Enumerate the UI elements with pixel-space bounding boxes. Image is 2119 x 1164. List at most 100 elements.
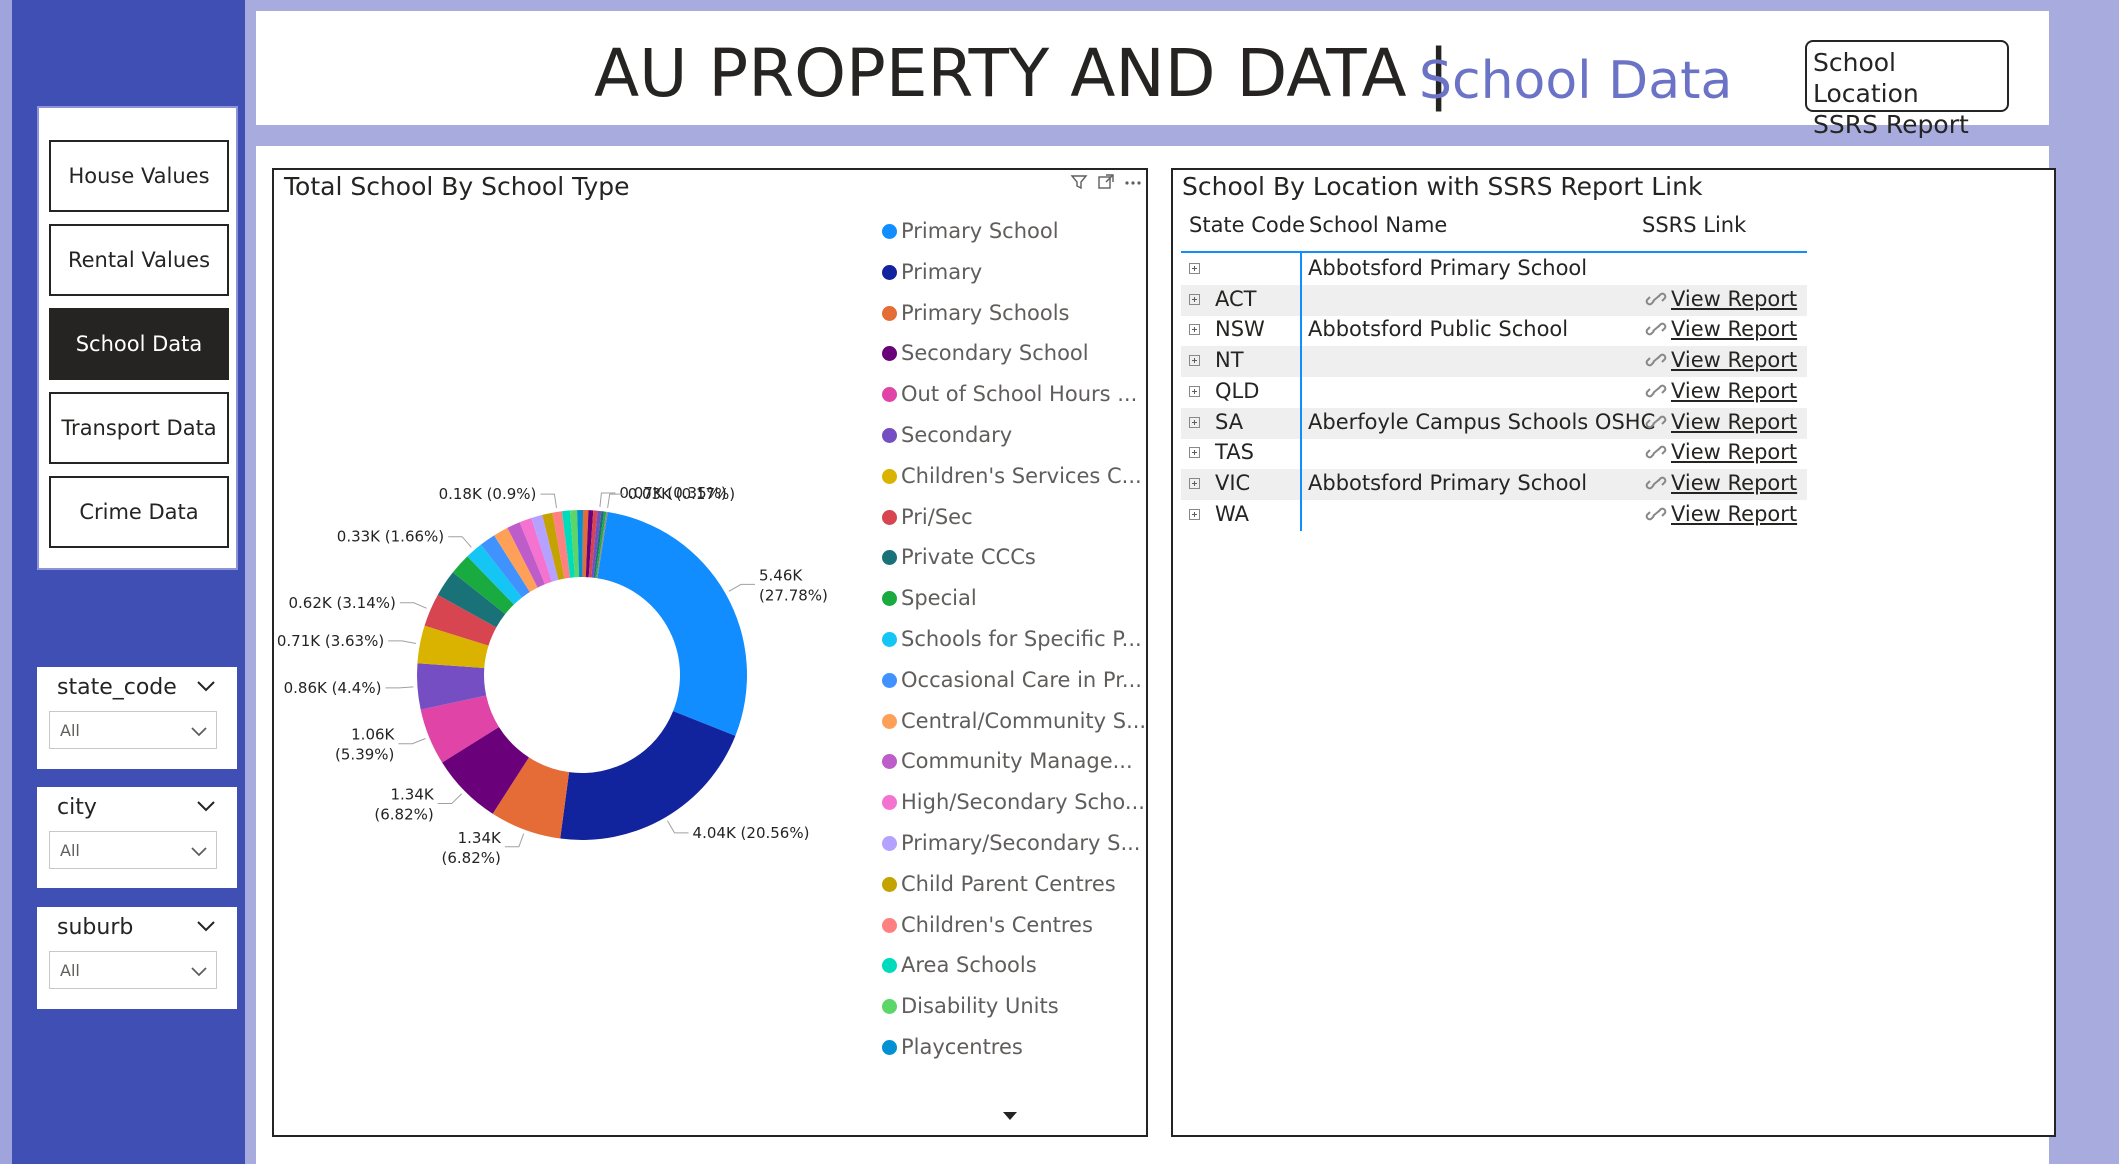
donut-slice[interactable] bbox=[531, 514, 559, 582]
expand-icon[interactable] bbox=[1189, 477, 1200, 489]
donut-slice[interactable] bbox=[417, 663, 487, 710]
suburb-dropdown[interactable]: All bbox=[49, 951, 217, 989]
donut-slice[interactable] bbox=[420, 695, 499, 763]
donut-slice[interactable] bbox=[467, 544, 522, 605]
state-code-cell: NT bbox=[1215, 348, 1244, 373]
donut-slice[interactable] bbox=[442, 726, 529, 814]
leader-line bbox=[398, 738, 426, 745]
legend-item[interactable]: Out of School Hours ... bbox=[882, 382, 1137, 406]
city-dropdown[interactable]: All bbox=[49, 831, 217, 869]
donut-slice[interactable] bbox=[585, 510, 594, 578]
slice-value-label: 0.71K (3.63%) bbox=[277, 632, 384, 650]
legend-item[interactable]: Special bbox=[882, 586, 977, 610]
focus-mode-icon[interactable] bbox=[1097, 173, 1115, 191]
view-report-link[interactable]: View Report bbox=[1645, 410, 1797, 434]
donut-slice[interactable] bbox=[588, 510, 598, 578]
donut-slice[interactable] bbox=[424, 594, 497, 646]
legend-swatch bbox=[882, 999, 897, 1015]
legend-item[interactable]: High/Secondary Scho... bbox=[882, 790, 1145, 814]
donut-slice[interactable] bbox=[452, 556, 514, 615]
donut-slice[interactable] bbox=[595, 511, 607, 579]
expand-icon[interactable] bbox=[1189, 263, 1200, 274]
donut-slice[interactable] bbox=[437, 572, 506, 628]
school-type-donut-visual[interactable]: Total School By School Type 5.46K (27.78%… bbox=[272, 168, 1148, 1137]
column-header-state-code[interactable]: State Code bbox=[1189, 213, 1306, 237]
caret-down-icon[interactable] bbox=[1001, 1110, 1019, 1122]
ssrs-report-button[interactable]: School Location SSRS Report bbox=[1805, 40, 2009, 139]
visual-title: School By Location with SSRS Report Link bbox=[1182, 172, 1703, 201]
expand-icon[interactable] bbox=[1189, 324, 1200, 336]
view-report-link[interactable]: View Report bbox=[1645, 502, 1797, 526]
expand-icon[interactable] bbox=[1189, 416, 1200, 428]
legend-item[interactable]: Primary School bbox=[882, 219, 1059, 243]
legend-item[interactable]: Children's Services C... bbox=[882, 464, 1142, 488]
legend-item[interactable]: Children's Centres bbox=[882, 913, 1093, 937]
legend-item[interactable]: Primary bbox=[882, 260, 982, 284]
legend-item[interactable]: Primary Schools bbox=[882, 301, 1069, 325]
legend-item[interactable]: Community Manage... bbox=[882, 749, 1133, 773]
table-row: VIC Abbotsford Primary School View Report bbox=[1181, 468, 1807, 500]
donut-slice[interactable] bbox=[560, 711, 736, 840]
donut-slice[interactable] bbox=[593, 511, 605, 578]
view-report-link[interactable]: View Report bbox=[1645, 287, 1797, 311]
filter-icon[interactable] bbox=[1070, 173, 1088, 191]
legend-item[interactable]: Playcentres bbox=[882, 1035, 1023, 1059]
legend-item[interactable]: Area Schools bbox=[882, 953, 1037, 977]
donut-slice[interactable] bbox=[507, 522, 545, 588]
nav-house-values-button[interactable]: House Values bbox=[49, 140, 229, 212]
legend-item[interactable]: Disability Units bbox=[882, 994, 1059, 1018]
expand-icon[interactable] bbox=[1189, 508, 1200, 520]
donut-slice[interactable] bbox=[570, 510, 580, 578]
legend-item[interactable]: Child Parent Centres bbox=[882, 872, 1116, 896]
nav-school-data-button[interactable]: School Data bbox=[49, 308, 229, 380]
donut-slice[interactable] bbox=[542, 512, 565, 580]
legend-swatch bbox=[882, 591, 897, 607]
donut-slice[interactable] bbox=[494, 527, 538, 593]
legend-item[interactable]: Primary/Secondary S... bbox=[882, 831, 1140, 855]
nav-panel: House Values Rental Values School Data T… bbox=[37, 106, 238, 570]
donut-slice[interactable] bbox=[417, 625, 489, 669]
expand-icon[interactable] bbox=[1189, 355, 1200, 367]
legend-item[interactable]: Private CCCs bbox=[882, 545, 1036, 569]
view-report-link[interactable]: View Report bbox=[1645, 348, 1797, 372]
legend-label: Primary bbox=[901, 259, 983, 284]
donut-slice[interactable] bbox=[561, 510, 575, 578]
nav-transport-data-button[interactable]: Transport Data bbox=[49, 392, 229, 464]
view-report-link[interactable]: View Report bbox=[1645, 379, 1797, 403]
view-report-link[interactable]: View Report bbox=[1645, 317, 1797, 341]
donut-slice[interactable] bbox=[596, 511, 608, 579]
legend-item[interactable]: Pri/Sec bbox=[882, 505, 973, 529]
legend-item[interactable]: Central/Community S... bbox=[882, 709, 1146, 733]
view-report-link[interactable]: View Report bbox=[1645, 471, 1797, 495]
expand-icon[interactable] bbox=[1189, 293, 1200, 305]
donut-slice[interactable] bbox=[597, 512, 747, 736]
expand-icon[interactable] bbox=[1189, 385, 1200, 397]
donut-slice[interactable] bbox=[582, 510, 589, 578]
donut-slice[interactable] bbox=[480, 535, 530, 598]
legend-item[interactable]: Secondary bbox=[882, 423, 1012, 447]
donut-slice[interactable] bbox=[591, 510, 602, 578]
table-row: QLD View Report bbox=[1181, 377, 1807, 408]
chevron-down-icon[interactable] bbox=[195, 675, 217, 697]
donut-slice[interactable] bbox=[552, 511, 571, 579]
slice-value-label: 0.03K (0.17%) bbox=[628, 485, 735, 503]
more-options-icon[interactable] bbox=[1123, 173, 1143, 191]
legend-item[interactable]: Secondary School bbox=[882, 341, 1089, 365]
legend-item[interactable]: Schools for Specific P... bbox=[882, 627, 1142, 651]
chevron-down-icon[interactable] bbox=[195, 795, 217, 817]
expand-icon[interactable] bbox=[1189, 447, 1200, 459]
view-report-link[interactable]: View Report bbox=[1645, 440, 1797, 464]
header-banner: AU PROPERTY AND DATA | School Data Schoo… bbox=[256, 11, 2049, 139]
donut-slice[interactable] bbox=[492, 757, 570, 839]
legend-label: Children's Centres bbox=[901, 912, 1093, 937]
nav-rental-values-button[interactable]: Rental Values bbox=[49, 224, 229, 296]
slicer-title: state_code bbox=[57, 675, 177, 700]
donut-slice[interactable] bbox=[519, 517, 552, 585]
column-header-school-name[interactable]: School Name bbox=[1309, 213, 1448, 237]
nav-crime-data-button[interactable]: Crime Data bbox=[49, 476, 229, 548]
legend-item[interactable]: Occasional Care in Pr... bbox=[882, 668, 1142, 692]
donut-slice[interactable] bbox=[577, 510, 584, 578]
state-code-dropdown[interactable]: All bbox=[49, 711, 217, 749]
column-header-ssrs-link[interactable]: SSRS Link bbox=[1642, 213, 1747, 237]
chevron-down-icon[interactable] bbox=[195, 915, 217, 937]
